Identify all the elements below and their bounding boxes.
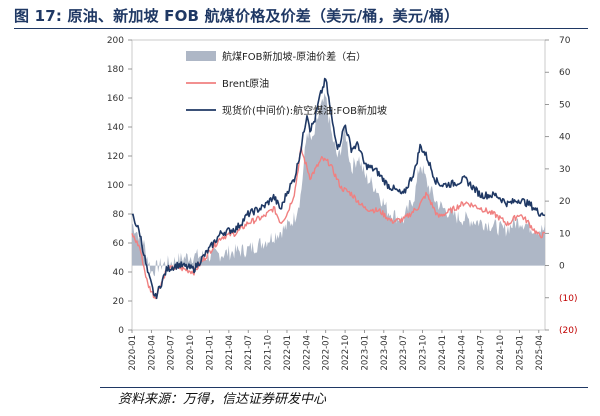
x-tick-label: 2022-01: [283, 335, 293, 371]
x-tick-label: 2021-07: [244, 335, 254, 371]
x-tick-label: 2022-04: [302, 335, 312, 371]
x-tick-label: 2023-01: [360, 335, 370, 371]
x-tick-label: 2020-10: [186, 335, 196, 371]
legend-label-brent: Brent原油: [222, 77, 269, 90]
left-tick-label: 40: [113, 268, 125, 278]
right-tick-label: (20): [559, 326, 577, 336]
right-tick-label: (10): [559, 294, 577, 304]
spread-area-group: [132, 92, 545, 277]
right-tick-label: 0: [559, 262, 565, 272]
x-tick-label: 2023-10: [419, 335, 429, 371]
right-tick-label: 20: [559, 197, 571, 207]
left-tick-label: 80: [113, 210, 125, 220]
x-tick-label: 2024-01: [438, 335, 448, 371]
x-tick-label: 2020-01: [128, 335, 138, 371]
legend-swatch-spread: [186, 51, 216, 61]
jet-fuel-line: [131, 77, 546, 300]
x-tick-label: 2022-10: [341, 335, 351, 371]
right-tick-label: 10: [559, 229, 571, 239]
x-tick-label: 2024-04: [457, 335, 467, 371]
x-tick-label: 2020-07: [167, 335, 177, 371]
left-tick-label: 140: [107, 123, 124, 133]
x-tick-label: 2024-07: [477, 335, 487, 371]
left-tick-label: 100: [107, 181, 124, 191]
left-tick-label: 200: [107, 36, 124, 46]
right-tick-label: 60: [559, 68, 571, 78]
x-tick-label: 2024-10: [496, 335, 506, 371]
right-tick-label: 40: [559, 133, 571, 143]
x-tick-label: 2025-04: [535, 335, 545, 371]
x-tick-label: 2025-01: [515, 335, 525, 371]
x-tick-label: 2023-07: [399, 335, 409, 371]
right-tick-label: 30: [559, 165, 571, 175]
right-tick-label: 50: [559, 100, 571, 110]
chart-legend: 航煤FOB新加坡-原油价差（右） Brent原油现货价(中间价):航空煤油:FOB…: [186, 50, 387, 117]
x-tick-label: 2022-07: [322, 335, 332, 371]
x-tick-label: 2021-10: [264, 335, 274, 371]
spread-area: [132, 92, 545, 277]
source-note: 资料来源：万得，信达证券研发中心: [118, 392, 327, 407]
left-tick-label: 180: [107, 65, 124, 75]
legend-label-jet-fuel: 现货价(中间价):航空煤油:FOB新加坡: [222, 104, 387, 117]
legend-label-spread: 航煤FOB新加坡-原油价差（右）: [222, 50, 366, 63]
x-tick-label: 2021-01: [205, 335, 215, 371]
left-tick-label: 60: [113, 239, 125, 249]
left-tick-label: 160: [107, 94, 124, 104]
x-tick-label: 2021-04: [225, 335, 235, 371]
axes-group: 0 20 40 60 80 100 120 140 160 180 200 (20) (10) 0 10 20…: [107, 36, 578, 371]
price-lines-group: [131, 77, 546, 300]
source-rule: [100, 387, 588, 388]
title-rule: [14, 28, 588, 29]
left-tick-label: 20: [113, 297, 125, 307]
left-tick-label: 120: [107, 152, 124, 162]
chart-title: 图 17: 原油、新加坡 FOB 航煤价格及价差（美元/桶，美元/桶）: [14, 7, 460, 25]
x-tick-label: 2020-04: [147, 335, 157, 371]
left-tick-label: 0: [118, 326, 124, 336]
right-tick-label: 70: [559, 36, 571, 46]
x-tick-label: 2023-04: [380, 335, 390, 371]
